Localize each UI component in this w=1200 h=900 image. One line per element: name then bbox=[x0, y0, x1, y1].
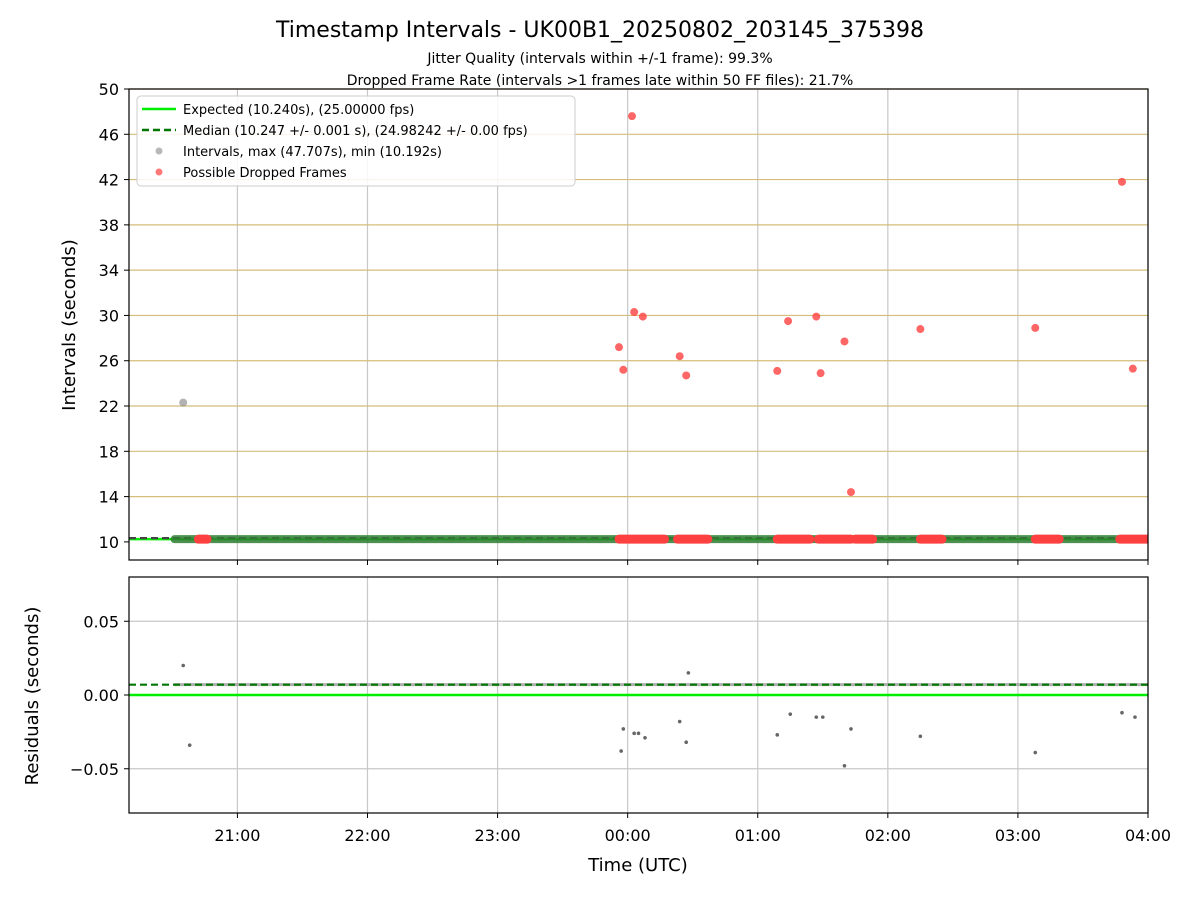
legend-dropped-swatch bbox=[155, 168, 163, 176]
x-tick-label-1: 22:00 bbox=[344, 826, 390, 845]
intervals-y-tick-label-2: 18 bbox=[99, 442, 119, 461]
residuals-y-axis-label: Residuals (seconds) bbox=[22, 607, 43, 786]
x-tick-label-5: 02:00 bbox=[865, 826, 911, 845]
interval-point-0 bbox=[179, 398, 188, 407]
x-tick-label-3: 00:00 bbox=[605, 826, 651, 845]
dropped-frame-point-16 bbox=[1128, 364, 1137, 373]
residuals-y-tick-label-2: −0.05 bbox=[70, 760, 119, 779]
dropped-frame-point-3 bbox=[630, 308, 639, 317]
residual-point-11 bbox=[788, 712, 793, 716]
x-axis-label: Time (UTC) bbox=[587, 855, 688, 876]
residual-point-13 bbox=[820, 715, 825, 719]
legend-expected-label: Expected (10.240s), (25.00000 fps) bbox=[183, 103, 414, 118]
legend-box bbox=[136, 95, 576, 187]
dropped-frame-point-1 bbox=[619, 365, 628, 374]
residual-point-19 bbox=[1133, 715, 1137, 719]
chart-subtitle-dropped: Dropped Frame Rate (intervals >1 frames … bbox=[347, 73, 854, 89]
residual-point-7 bbox=[677, 719, 682, 724]
intervals-y-tick-label-9: 46 bbox=[99, 125, 119, 144]
x-tick-label-6: 03:00 bbox=[995, 826, 1041, 845]
intervals-y-tick-label-1: 14 bbox=[99, 488, 119, 507]
dropped-frame-point-5 bbox=[675, 352, 684, 361]
legend-intervals-label: Intervals, max (47.707s), min (10.192s) bbox=[183, 145, 442, 160]
residual-point-8 bbox=[684, 740, 688, 744]
dropped-frame-point-9 bbox=[812, 312, 821, 321]
residual-point-12 bbox=[814, 715, 819, 719]
intervals-y-tick-label-3: 22 bbox=[99, 397, 119, 416]
residual-point-16 bbox=[918, 734, 923, 739]
dropped-frame-point-0 bbox=[614, 343, 623, 352]
residual-point-0 bbox=[181, 663, 186, 668]
residual-point-14 bbox=[842, 764, 847, 768]
residuals-reference-lines bbox=[129, 683, 1148, 697]
residuals-y-ticks: 0.05 0.00 −0.05 bbox=[70, 612, 129, 779]
residual-point-9 bbox=[686, 671, 691, 675]
dropped-frame-point-11 bbox=[840, 337, 849, 346]
intervals-y-tick-label-4: 26 bbox=[99, 352, 119, 371]
residuals-points bbox=[181, 663, 1137, 768]
chart-subtitle-jitter: Jitter Quality (intervals within +/-1 fr… bbox=[426, 51, 772, 67]
x-tick-label-2: 23:00 bbox=[475, 826, 521, 845]
residual-point-2 bbox=[619, 749, 623, 753]
intervals-y-axis-label: Intervals (seconds) bbox=[59, 239, 80, 411]
residual-point-10 bbox=[775, 733, 780, 737]
legend-intervals-swatch bbox=[155, 147, 163, 155]
dropped-frame-point-7 bbox=[773, 366, 782, 375]
residual-point-18 bbox=[1120, 710, 1124, 715]
dropped-frame-point-8 bbox=[784, 317, 793, 326]
residual-point-1 bbox=[187, 743, 192, 747]
intervals-y-tick-label-7: 38 bbox=[99, 216, 119, 235]
dropped-frame-point-10 bbox=[816, 369, 825, 378]
intervals-y-tick-label-6: 34 bbox=[99, 261, 119, 280]
residuals-y-tick-label-1: 0.00 bbox=[83, 686, 119, 705]
legend-dropped-label: Possible Dropped Frames bbox=[183, 166, 347, 181]
residuals-grid bbox=[129, 577, 1149, 813]
residual-point-15 bbox=[849, 727, 853, 731]
dropped-frame-point-15 bbox=[1117, 177, 1126, 186]
dropped-frame-point-14 bbox=[1031, 323, 1040, 332]
legend-median-label: Median (10.247 +/- 0.001 s), (24.98242 +… bbox=[183, 124, 528, 139]
legend: Expected (10.240s), (25.00000 fps) Media… bbox=[136, 95, 576, 187]
residual-point-6 bbox=[643, 735, 647, 740]
residuals-panel: 0.05 0.00 −0.05 21:00 22:00 23:00 00:00 01:00 0… bbox=[22, 576, 1171, 876]
x-tick-label-0: 21:00 bbox=[214, 826, 260, 845]
intervals-x-ticks bbox=[236, 560, 1149, 565]
x-tick-label-7: 04:00 bbox=[1125, 826, 1171, 845]
intervals-y-tick-label-8: 42 bbox=[99, 171, 119, 190]
intervals-plot-frame bbox=[128, 88, 1149, 561]
intervals-panel: 10 14 18 22 26 30 34 38 42 46 50 Intervals (second… bbox=[59, 80, 1149, 565]
residuals-y-tick-label-0: 0.05 bbox=[83, 612, 119, 631]
residual-point-17 bbox=[1033, 750, 1038, 755]
residual-point-5 bbox=[636, 731, 641, 736]
dropped-frame-point-4 bbox=[638, 312, 647, 321]
dropped-frame-point-13 bbox=[916, 325, 925, 334]
residual-point-4 bbox=[632, 731, 636, 736]
intervals-y-tick-label-0: 10 bbox=[99, 533, 119, 552]
chart-title: Timestamp Intervals - UK00B1_20250802_20… bbox=[275, 18, 924, 43]
residuals-x-ticks: 21:00 22:00 23:00 00:00 01:00 02:00 03:00 04:00 bbox=[214, 813, 1171, 845]
intervals-y-ticks: 10 14 18 22 26 30 34 38 42 46 50 bbox=[99, 80, 129, 552]
intervals-points bbox=[179, 112, 1148, 544]
dropped-frame-point-12 bbox=[846, 488, 855, 497]
residual-point-3 bbox=[621, 727, 626, 731]
dropped-frame-point-2 bbox=[627, 112, 636, 121]
x-tick-label-4: 01:00 bbox=[735, 826, 781, 845]
dropped-frame-point-6 bbox=[682, 371, 691, 380]
intervals-y-tick-label-5: 30 bbox=[99, 306, 119, 325]
intervals-y-tick-label-10: 50 bbox=[99, 80, 119, 99]
